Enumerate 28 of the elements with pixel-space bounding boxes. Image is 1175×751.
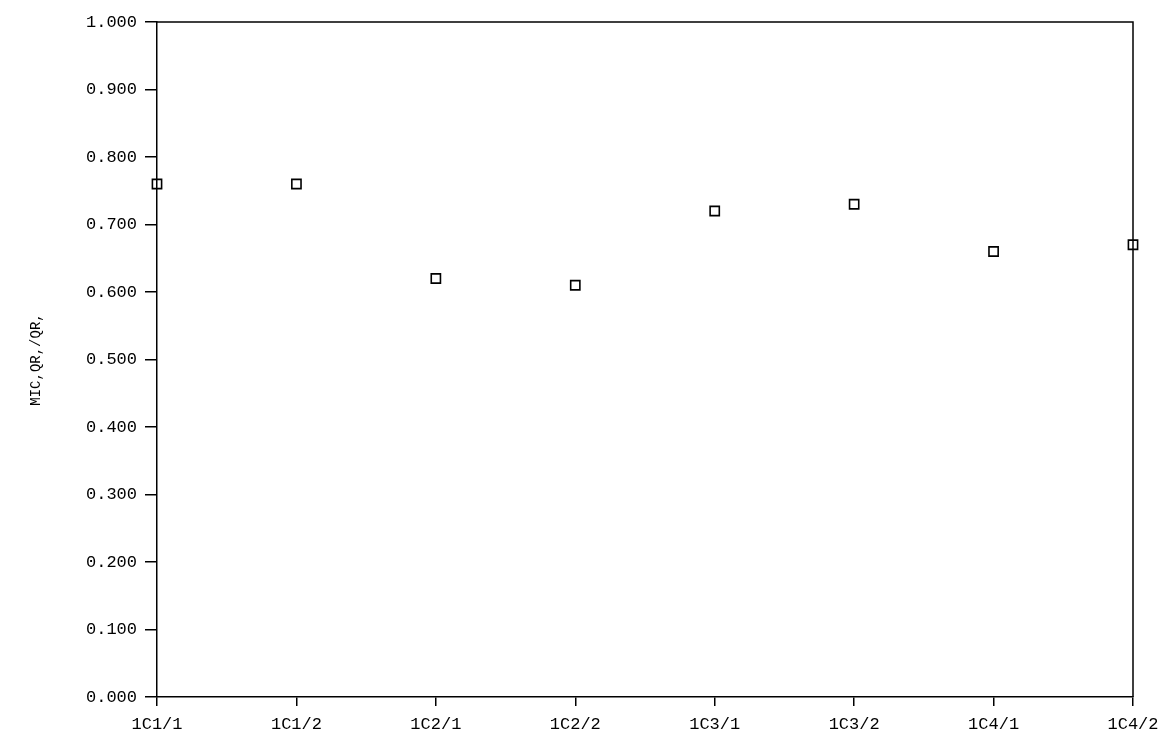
- y-tick-label: 1.000: [85, 12, 137, 32]
- x-tick-label: 1C1/1: [131, 714, 183, 734]
- point: [1127, 239, 1139, 251]
- y-tick-label: 0.500: [85, 350, 137, 369]
- point: [848, 198, 860, 210]
- x-tick-label: 1C2/1: [410, 714, 462, 734]
- x-tick-label: 1C1/2: [270, 714, 322, 734]
- y-tick-label: 0.900: [85, 80, 137, 99]
- y-tick-label: 0.300: [85, 485, 137, 504]
- point: [988, 246, 999, 257]
- y-tick-label: 0.800: [85, 147, 137, 167]
- y-tick-label: 0.000: [85, 687, 137, 707]
- x-tick-label: 1C2/2: [549, 714, 601, 734]
- point: [430, 273, 442, 284]
- x-tick-label: 1C3/1: [689, 714, 741, 734]
- point: [291, 178, 302, 190]
- y-tick-label: 0.600: [85, 282, 137, 302]
- x-tick-label: 1C4/1: [968, 714, 1020, 734]
- x-tick-label: 1C3/2: [828, 714, 880, 734]
- y-tick-label: 0.400: [85, 417, 137, 437]
- y-axis-title: MIC,QR,/QR,: [28, 313, 45, 406]
- point: [569, 279, 581, 291]
- x-tick-label: 1C4/2: [1107, 714, 1159, 734]
- point: [151, 178, 163, 190]
- point: [709, 205, 721, 217]
- y-tick-label: 0.700: [85, 215, 137, 234]
- y-tick-label: 0.200: [85, 552, 137, 572]
- y-tick-label: 0.100: [85, 620, 137, 639]
